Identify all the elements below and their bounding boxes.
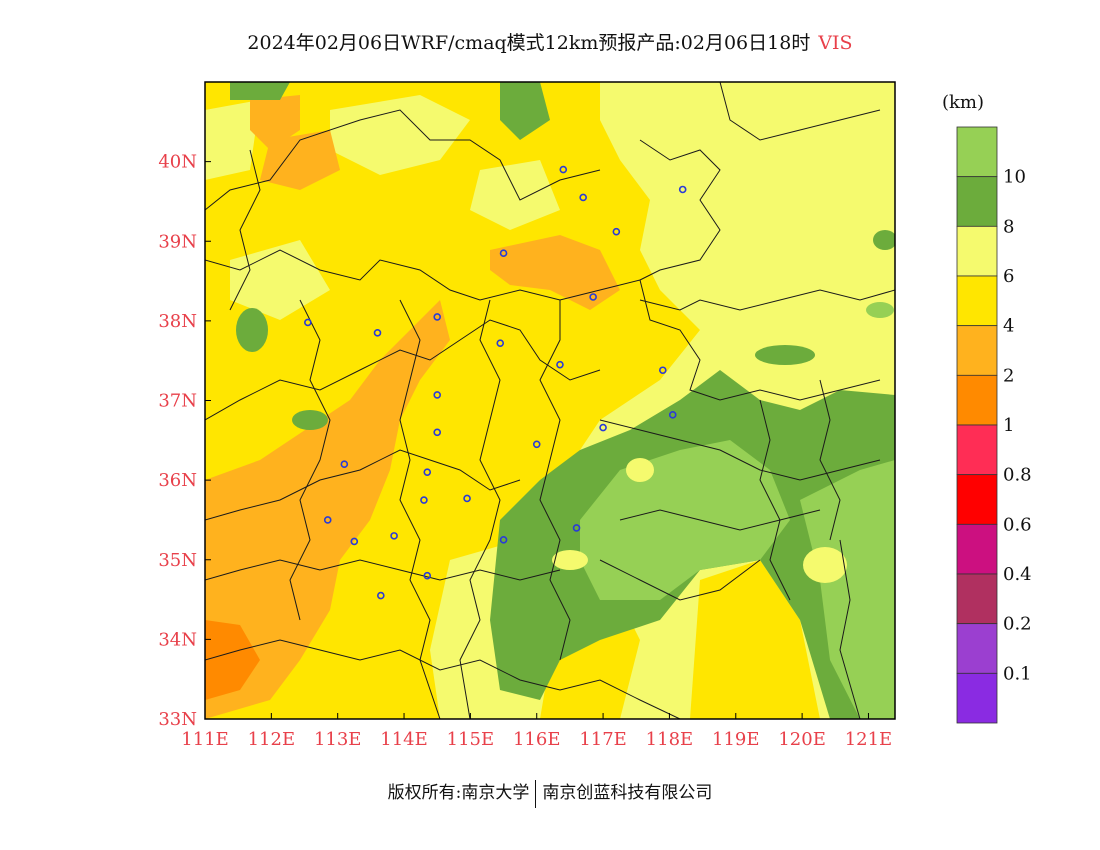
lat-tick-label: 40N [158,152,197,173]
city-station-marker [559,165,568,174]
city-station-marker [390,532,398,540]
legend-label: 4 [1003,316,1014,337]
lat-tick-label: 33N [158,709,197,730]
city-station-marker [532,440,541,449]
footer-separator [535,779,537,808]
legend-label: 6 [1003,266,1014,287]
lon-tick-label: 117E [579,729,627,750]
lon-tick-label: 118E [646,729,694,750]
city-station-marker [556,360,564,369]
legend-label: 0.2 [1003,614,1032,635]
city-station-marker [668,411,677,419]
city-station-marker [589,293,597,301]
visibility-field [205,82,895,719]
city-station-marker [420,496,428,504]
colorbar-legend: 10 8 6 4 2 1 0.8 0.6 0.4 0.2 0.1 [956,126,1032,724]
legend-swatch [956,225,998,277]
legend-unit: (km) [942,92,984,113]
city-station-marker [350,537,359,546]
city-station-marker [612,227,621,236]
legend-label: 0.8 [1003,465,1032,486]
city-station-marker [572,524,581,532]
city-station-marker [373,329,382,337]
lon-tick-label: 112E [248,729,296,750]
legend-label: 0.1 [1003,663,1032,684]
legend-swatch [956,573,998,625]
lat-tick-label: 38N [158,311,197,332]
lon-tick-label: 120E [778,729,826,750]
city-station-marker [499,536,508,544]
legend-swatch [956,325,998,376]
lon-tick-label: 111E [181,729,229,750]
city-station-marker [496,339,505,347]
city-station-marker [423,571,432,580]
lat-tick-label: 36N [158,470,197,491]
lon-tick-label: 121E [845,729,893,750]
legend-label: 8 [1003,216,1014,237]
legend-label: 1 [1003,415,1014,436]
city-station-marker [579,193,587,202]
city-station-marker [599,423,607,432]
lat-tick-label: 35N [158,550,197,571]
lon-tick-label: 116E [513,729,561,750]
province-boundaries [205,82,895,719]
title-text: 2024年02月06日WRF/cmaq模式12km预报产品:02月06日18时 [247,32,811,54]
lat-tick-label: 37N [158,391,197,412]
lat-tick-label: 39N [158,231,197,252]
city-station-marker [433,428,442,437]
lon-tick-label: 114E [380,729,428,750]
copyright-footer: 版权所有:南京大学 南京创蓝科技有限公司 [0,778,1100,808]
legend-swatch [956,275,998,327]
city-station-marker [499,249,508,257]
copyright-right: 南京创蓝科技有限公司 [542,783,713,803]
city-station-marker [304,318,312,327]
legend-label: 0.6 [1003,514,1032,535]
city-station-marker [423,468,432,476]
longitude-axis: 111E 112E 113E 114E 115E 116E 117E 118E 119E 120E… [181,713,892,750]
legend-swatch [956,424,998,476]
city-station-marker [323,516,332,524]
lon-tick-label: 113E [314,729,362,750]
city-station-marker [463,494,471,503]
legend-swatch [956,474,998,525]
latitude-axis: 33N 34N 35N 36N 37N 38N 39N 40N [158,152,211,730]
legend-swatch [956,126,998,178]
lon-tick-label: 119E [712,729,760,750]
legend-label: 2 [1003,365,1014,386]
copyright-left: 版权所有:南京大学 [387,783,530,803]
legend-swatch [956,623,998,674]
legend-swatch [956,374,998,426]
city-station-marker [658,366,667,375]
legend-swatch [956,672,998,724]
city-station-marker [678,185,687,194]
city-station-marker [433,313,442,321]
legend-label: 10 [1003,167,1026,188]
city-station-marker [377,591,385,600]
lon-tick-label: 115E [447,729,495,750]
map-title: 2024年02月06日WRF/cmaq模式12km预报产品:02月06日18时 V… [0,28,1100,55]
legend-swatch [956,176,998,227]
variable-label: VIS [818,32,853,54]
legend-swatch [956,523,998,575]
city-station-marker [433,391,442,399]
city-station-marker [340,460,349,469]
legend-label: 0.4 [1003,564,1032,585]
station-markers [304,165,687,600]
lat-tick-label: 34N [158,629,197,650]
